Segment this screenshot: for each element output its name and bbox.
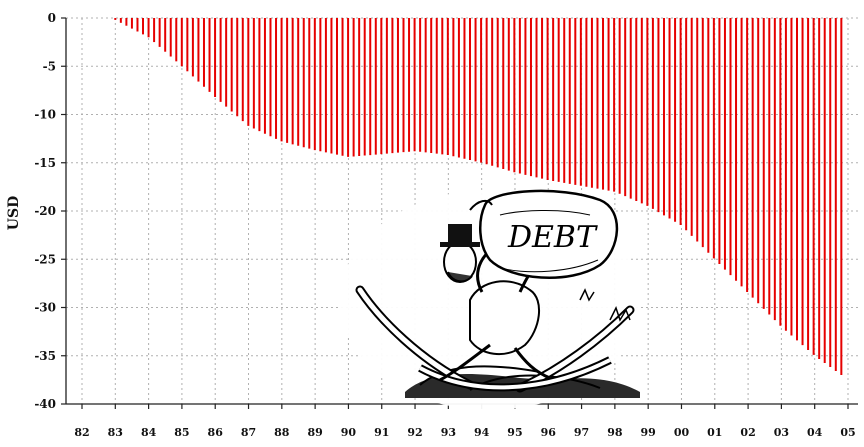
- x-tick-label: 95: [507, 426, 522, 439]
- y-tick-label: -5: [43, 59, 56, 73]
- x-tick-label: 90: [341, 426, 357, 439]
- x-tick-label: 91: [374, 426, 389, 439]
- x-ticks: 82 83 84 85 86 87 88 89 90 91 92 93 94 95 96 97 98 99 00 01…: [74, 404, 856, 439]
- y-tick-label: -30: [34, 301, 56, 315]
- x-tick-label: 83: [108, 426, 123, 439]
- y-tick-label: 0: [48, 11, 56, 25]
- y-tick-label: -20: [34, 204, 56, 218]
- x-tick-label: 93: [441, 426, 456, 439]
- y-tick-label: -40: [34, 397, 56, 411]
- x-tick-label: 88: [274, 426, 290, 439]
- sack-label: DEBT: [507, 220, 598, 255]
- y-tick-label: -10: [34, 108, 56, 122]
- x-tick-label: 98: [607, 426, 623, 439]
- y-tick-label: -15: [34, 156, 56, 170]
- x-tick-label: 89: [307, 426, 322, 439]
- x-tick-label: 92: [407, 426, 422, 439]
- debt-burden-cartoon-icon: DEBT: [340, 189, 640, 410]
- x-tick-label: 02: [740, 426, 755, 439]
- x-tick-label: 82: [74, 426, 89, 439]
- bars: [114, 18, 843, 376]
- x-tick-label: 99: [641, 426, 656, 439]
- y-axis-label: USD: [6, 196, 22, 230]
- x-tick-label: 00: [674, 426, 690, 439]
- x-tick-label: 86: [208, 426, 224, 439]
- y-tick-label: -25: [34, 252, 56, 266]
- x-tick-label: 03: [774, 426, 789, 439]
- y-tick-label: -35: [34, 349, 56, 363]
- y-ticks: 0 -5 -10 -15 -20 -25 -30 -35 -40: [34, 11, 66, 411]
- x-tick-label: 94: [474, 426, 490, 439]
- x-tick-label: 85: [174, 426, 189, 439]
- x-tick-label: 01: [707, 426, 722, 439]
- x-tick-label: 84: [141, 426, 157, 439]
- x-tick-label: 87: [241, 426, 256, 439]
- x-tick-label: 96: [541, 426, 557, 439]
- x-tick-label: 04: [807, 426, 823, 439]
- x-tick-label: 97: [574, 426, 589, 439]
- x-tick-label: 05: [840, 426, 855, 439]
